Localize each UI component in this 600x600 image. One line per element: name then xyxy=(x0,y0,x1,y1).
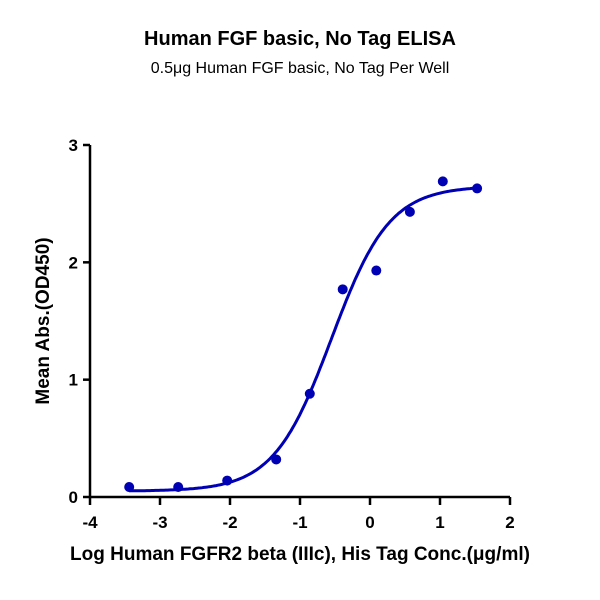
data-point xyxy=(472,183,483,194)
data-point xyxy=(404,206,415,217)
fit-curve xyxy=(129,186,478,493)
data-point xyxy=(173,482,184,493)
x-tick-label: 1 xyxy=(435,513,444,532)
data-point xyxy=(124,482,135,493)
y-axis-label: Mean Abs.(OD450) xyxy=(33,237,54,405)
fit-curve-line xyxy=(129,186,478,493)
y-tick-label: 1 xyxy=(69,371,78,390)
data-point xyxy=(437,176,448,187)
y-tick-label: 2 xyxy=(69,253,78,272)
x-tick-label: -4 xyxy=(82,513,98,532)
x-tick-label: 0 xyxy=(365,513,374,532)
x-tick-label: -2 xyxy=(222,513,237,532)
data-point xyxy=(304,388,315,399)
y-tick-label: 3 xyxy=(69,136,78,155)
x-tick-label: 2 xyxy=(505,513,514,532)
data-point xyxy=(271,454,282,465)
data-point xyxy=(371,265,382,276)
x-axis-label: Log Human FGFR2 beta (IIIc), His Tag Con… xyxy=(70,544,530,565)
data-point xyxy=(222,475,233,486)
x-tick-label: -1 xyxy=(292,513,307,532)
axes: 0 1 2 3 -4 -3 -2 -1 0 1 2 xyxy=(69,136,515,532)
chart-title: Human FGF basic, No Tag ELISA xyxy=(144,28,456,50)
y-tick-label: 0 xyxy=(69,488,78,507)
x-tick-label: -3 xyxy=(152,513,167,532)
chart-subtitle: 0.5μg Human FGF basic, No Tag Per Well xyxy=(150,60,450,77)
data-point xyxy=(337,284,348,295)
data-points xyxy=(124,176,483,493)
